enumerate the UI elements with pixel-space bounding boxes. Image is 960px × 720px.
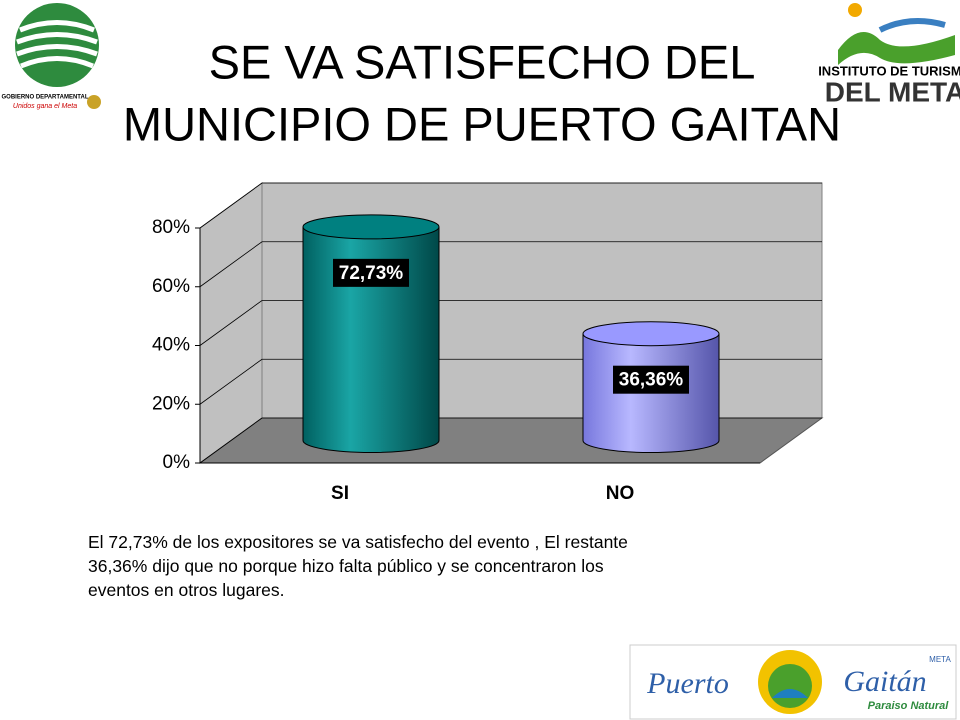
description-line: El 72,73% de los expositores se va satis… bbox=[88, 532, 628, 552]
x-tick-label: NO bbox=[606, 483, 635, 504]
logo-text: DEL META bbox=[825, 76, 960, 107]
logo-text: INSTITUTO DE TURISMO bbox=[818, 63, 960, 78]
logo-text: META bbox=[929, 655, 951, 664]
y-tick-label: 80% bbox=[152, 217, 190, 238]
logo-text: GOBIERNO DEPARTAMENTAL bbox=[2, 95, 89, 101]
description: El 72,73% de los expositores se va satis… bbox=[88, 530, 628, 602]
cylinder-top bbox=[302, 214, 440, 240]
y-tick-label: 0% bbox=[163, 452, 191, 473]
logo-text: Gaitán bbox=[843, 665, 926, 698]
value-label-box bbox=[333, 258, 409, 287]
value-label-box bbox=[613, 365, 689, 394]
value-label: 36,36% bbox=[619, 370, 684, 391]
logo-text: Paraiso Natural bbox=[868, 700, 950, 712]
grid-line bbox=[199, 300, 822, 346]
y-tick-label: 20% bbox=[152, 393, 190, 414]
logo-left: GOBIERNO DEPARTAMENTAL Unidos gana el Me… bbox=[2, 3, 101, 110]
logo-right: INSTITUTO DE TURISMO DEL META bbox=[818, 3, 960, 107]
floor bbox=[198, 417, 824, 464]
description-line: eventos en otros lugares. bbox=[88, 580, 285, 600]
value-label: 72,73% bbox=[339, 263, 404, 284]
description-line: 36,36% dijo que no porque hizo falta púb… bbox=[88, 556, 604, 576]
grid-line bbox=[199, 241, 822, 288]
y-tick-label: 40% bbox=[152, 335, 190, 356]
cylinder-top bbox=[582, 321, 720, 347]
logo-text: Puerto bbox=[646, 667, 729, 700]
y-tick-label: 60% bbox=[152, 276, 190, 297]
title-line: MUNICIPIO DE PUERTO GAITAN bbox=[123, 97, 841, 150]
logo-bottom: Puerto Gaitán META Paraiso Natural bbox=[629, 644, 957, 720]
logo-text: Unidos gana el Meta bbox=[13, 103, 77, 110]
x-tick-label: SI bbox=[331, 483, 349, 504]
title-line: SE VA SATISFECHO DEL bbox=[209, 35, 756, 88]
grid-line bbox=[199, 182, 822, 229]
